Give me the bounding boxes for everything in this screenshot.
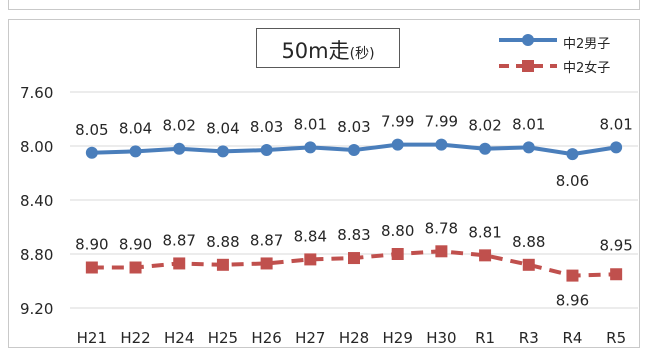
data-point-girls bbox=[85, 261, 98, 274]
data-label: 8.04 bbox=[206, 119, 239, 137]
y-tick-label: 8.00 bbox=[20, 138, 53, 156]
y-tick-label: 8.40 bbox=[20, 192, 53, 210]
data-point-girls bbox=[522, 258, 535, 271]
data-label: 8.02 bbox=[468, 117, 501, 135]
x-tick-label: H24 bbox=[164, 329, 194, 347]
data-point-boys bbox=[85, 146, 98, 159]
data-label: 8.87 bbox=[250, 231, 283, 249]
legend-item-girls: 中2女子 bbox=[497, 54, 637, 78]
data-label: 8.01 bbox=[512, 115, 545, 133]
data-label: 8.88 bbox=[512, 233, 545, 251]
data-label: 8.03 bbox=[337, 118, 370, 136]
data-label: 8.04 bbox=[119, 119, 152, 137]
x-tick-label: R5 bbox=[606, 329, 626, 347]
data-point-boys bbox=[522, 141, 535, 154]
data-label: 8.03 bbox=[250, 118, 283, 136]
x-tick-label: R1 bbox=[475, 329, 495, 347]
x-tick-label: R3 bbox=[519, 329, 539, 347]
x-tick-label: H22 bbox=[120, 329, 150, 347]
data-point-boys bbox=[479, 142, 492, 155]
x-tick-label: H30 bbox=[426, 329, 456, 347]
data-label: 8.90 bbox=[119, 236, 152, 254]
data-point-boys bbox=[610, 141, 623, 154]
data-label: 8.05 bbox=[75, 121, 108, 139]
data-label: 8.83 bbox=[337, 226, 370, 244]
data-label: 8.06 bbox=[556, 172, 589, 190]
x-tick-label: H28 bbox=[339, 329, 369, 347]
data-label: 8.80 bbox=[381, 222, 414, 240]
data-label: 8.01 bbox=[294, 115, 327, 133]
chart-frame bbox=[8, 19, 640, 348]
data-point-girls bbox=[479, 249, 492, 262]
data-point-girls bbox=[348, 252, 360, 265]
x-tick-label: H27 bbox=[295, 329, 325, 347]
legend-swatch-boys bbox=[499, 34, 557, 46]
data-label: 8.95 bbox=[599, 236, 632, 254]
data-label: 8.02 bbox=[163, 117, 196, 135]
data-label: 8.96 bbox=[556, 292, 589, 310]
data-point-girls bbox=[260, 257, 273, 270]
data-label: 8.88 bbox=[206, 233, 239, 251]
previous-chart-frame-edge bbox=[8, 0, 640, 10]
y-tick-label: 8.80 bbox=[20, 246, 53, 264]
data-point-boys bbox=[304, 141, 317, 154]
data-point-girls bbox=[610, 268, 623, 281]
data-label: 7.99 bbox=[425, 113, 458, 131]
data-point-girls bbox=[435, 245, 448, 258]
data-point-girls bbox=[391, 248, 404, 260]
x-tick-label: H29 bbox=[383, 329, 413, 347]
legend-swatch-girls bbox=[499, 60, 557, 72]
data-point-girls bbox=[173, 257, 186, 270]
data-label: 8.01 bbox=[599, 115, 632, 133]
y-tick-label: 9.20 bbox=[20, 300, 53, 318]
data-point-boys bbox=[216, 145, 229, 158]
chart-title-text: 50m走 bbox=[281, 39, 350, 63]
data-label: 8.90 bbox=[75, 236, 108, 254]
y-tick-label: 7.60 bbox=[20, 84, 53, 102]
data-point-girls bbox=[304, 253, 317, 266]
legend-label-boys: 中2男子 bbox=[563, 37, 611, 52]
data-label: 8.78 bbox=[425, 219, 458, 237]
data-point-boys bbox=[391, 138, 404, 151]
data-point-boys bbox=[566, 148, 579, 161]
data-point-boys bbox=[129, 145, 142, 158]
data-point-boys bbox=[173, 142, 186, 155]
x-tick-label: H25 bbox=[208, 329, 238, 347]
data-label: 8.87 bbox=[163, 231, 196, 249]
chart-title: 50m走 (秒) bbox=[256, 28, 400, 68]
data-point-boys bbox=[348, 144, 360, 157]
x-tick-label: R4 bbox=[562, 329, 582, 347]
data-point-girls bbox=[216, 258, 229, 271]
x-tick-label: H26 bbox=[251, 329, 281, 347]
chart-legend: 中2男子 中2女子 bbox=[497, 30, 637, 80]
legend-label-girls: 中2女子 bbox=[563, 61, 611, 76]
data-point-boys bbox=[435, 138, 448, 151]
data-label: 8.81 bbox=[468, 223, 501, 241]
data-label: 7.99 bbox=[381, 113, 414, 131]
legend-item-boys: 中2男子 bbox=[497, 30, 637, 54]
chart-title-unit: (秒) bbox=[349, 46, 375, 62]
data-point-boys bbox=[260, 144, 273, 157]
data-label: 8.84 bbox=[294, 227, 327, 245]
data-point-girls bbox=[129, 261, 142, 274]
x-tick-label: H21 bbox=[77, 329, 107, 347]
data-point-girls bbox=[566, 269, 579, 282]
